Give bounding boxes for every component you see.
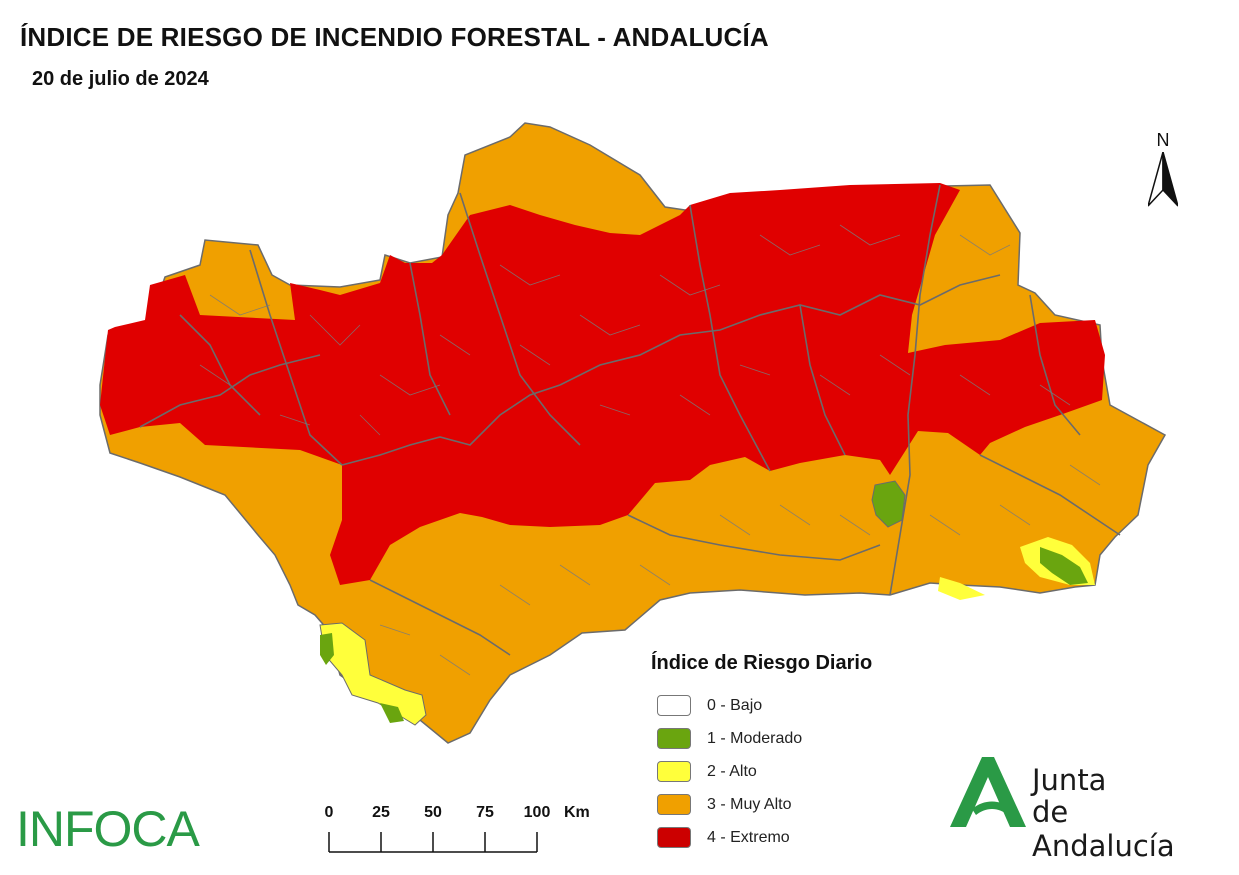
legend-swatch-moderado [657,728,691,749]
scale-bar: 0 25 50 75 100 Km [318,800,618,860]
region-moderado-tarifa [380,703,404,723]
legend-title: Índice de Riesgo Diario [651,652,873,674]
region-alto-cadiz [319,622,427,726]
infoca-logo: INFOCA [16,801,200,857]
legend-swatch-extremo [657,827,691,848]
junta-text-line2: de Andalucía [1032,795,1175,863]
scale-tick-0: 0 [324,804,334,821]
north-arrow: N [1140,130,1186,210]
scale-bar-graphic [328,832,538,853]
junta-andalucia-logo: Junta de Andalucía [950,757,1220,863]
region-moderado-sierra [871,480,906,528]
scale-tick-50: 50 [424,804,442,821]
legend-label-muy-alto: 3 - Muy Alto [707,795,792,813]
legend-label-alto: 2 - Alto [707,762,757,780]
legend-item-extremo: 4 - Extremo [651,821,872,854]
legend-item-moderado: 1 - Moderado [651,722,872,755]
region-moderado-cadiz [320,633,334,665]
map-title: ÍNDICE DE RIESGO DE INCENDIO FORESTAL - … [20,22,769,52]
map-date: 20 de julio de 2024 [32,68,209,90]
legend-item-alto: 2 - Alto [651,755,872,788]
scale-tick-100: 100 [523,804,551,821]
legend-label-bajo: 0 - Bajo [707,696,763,714]
region-extremo [100,183,1105,585]
scale-tick-75: 75 [476,804,494,821]
legend-swatch-bajo [657,695,691,716]
scale-tick-25: 25 [372,804,390,821]
andalucia-risk-map [99,122,1167,744]
north-label: N [1156,130,1170,150]
region-moderado-almeria [1040,547,1088,585]
legend-item-bajo: 0 - Bajo [651,689,872,722]
legend-item-muy-alto: 3 - Muy Alto [651,788,872,821]
north-arrow-icon [1148,152,1178,207]
municipal-boundaries [199,224,1101,676]
junta-text-line1: Junta [1032,763,1107,797]
legend-label-extremo: 4 - Extremo [707,828,790,846]
legend-swatch-alto [657,761,691,782]
legend: Índice de Riesgo Diario 0 - Bajo 1 - Mod… [651,652,872,854]
legend-label-moderado: 1 - Moderado [707,729,803,747]
region-alto-coast [938,577,985,600]
junta-logo-icon [950,757,1026,827]
boundaries [139,184,1121,656]
scale-unit: Km [564,804,590,821]
legend-swatch-muy-alto [657,794,691,815]
